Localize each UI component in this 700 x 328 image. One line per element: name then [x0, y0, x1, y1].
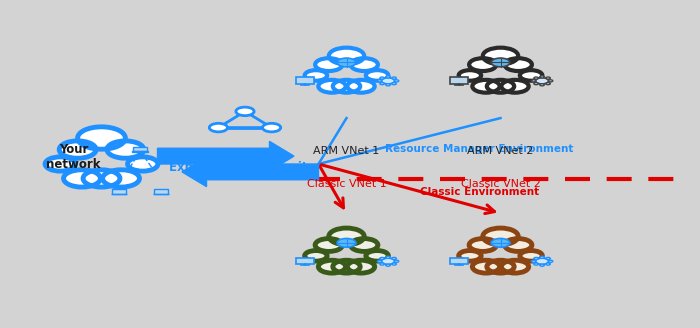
- Circle shape: [491, 58, 510, 67]
- Circle shape: [534, 257, 538, 259]
- Text: Your
network: Your network: [46, 143, 101, 172]
- FancyBboxPatch shape: [295, 77, 314, 84]
- Circle shape: [548, 80, 553, 82]
- Circle shape: [392, 77, 396, 79]
- Text: Resource Manager Environment: Resource Manager Environment: [385, 144, 574, 154]
- Circle shape: [380, 77, 384, 79]
- FancyBboxPatch shape: [112, 189, 126, 194]
- Circle shape: [540, 76, 545, 78]
- Circle shape: [377, 80, 382, 82]
- Circle shape: [392, 257, 396, 259]
- Circle shape: [386, 76, 391, 78]
- Text: Classic VNet 2: Classic VNet 2: [461, 179, 540, 189]
- Circle shape: [534, 77, 538, 79]
- Circle shape: [548, 260, 553, 262]
- Circle shape: [536, 258, 549, 264]
- Circle shape: [236, 107, 254, 116]
- Circle shape: [382, 258, 395, 264]
- FancyBboxPatch shape: [132, 151, 148, 152]
- Circle shape: [534, 263, 538, 265]
- Circle shape: [540, 84, 545, 86]
- FancyBboxPatch shape: [154, 189, 168, 194]
- Circle shape: [209, 123, 228, 132]
- Circle shape: [386, 264, 391, 266]
- Circle shape: [546, 257, 550, 259]
- Circle shape: [546, 77, 550, 79]
- Circle shape: [394, 80, 399, 82]
- Text: ExpressRoute Circuit: ExpressRoute Circuit: [169, 161, 307, 174]
- Circle shape: [540, 264, 545, 266]
- Circle shape: [380, 83, 384, 85]
- Circle shape: [392, 83, 396, 85]
- Circle shape: [531, 80, 536, 82]
- Circle shape: [546, 263, 550, 265]
- FancyArrow shape: [158, 141, 294, 171]
- FancyBboxPatch shape: [133, 147, 147, 151]
- Text: Classic Environment: Classic Environment: [420, 187, 539, 197]
- FancyBboxPatch shape: [449, 77, 468, 84]
- Circle shape: [386, 84, 391, 86]
- Circle shape: [531, 260, 536, 262]
- Circle shape: [392, 263, 396, 265]
- FancyArrow shape: [182, 157, 318, 187]
- Circle shape: [380, 263, 384, 265]
- Circle shape: [377, 260, 382, 262]
- Text: ARM VNet 2: ARM VNet 2: [468, 146, 533, 156]
- Circle shape: [386, 256, 391, 258]
- Circle shape: [536, 78, 549, 84]
- Circle shape: [337, 238, 356, 247]
- Text: Classic VNet 1: Classic VNet 1: [307, 179, 386, 189]
- Text: ARM VNet 1: ARM VNet 1: [314, 146, 379, 156]
- FancyBboxPatch shape: [295, 257, 314, 264]
- Circle shape: [382, 78, 395, 84]
- Circle shape: [491, 238, 510, 247]
- Circle shape: [380, 257, 384, 259]
- Circle shape: [546, 83, 550, 85]
- Circle shape: [534, 83, 538, 85]
- FancyBboxPatch shape: [449, 257, 468, 264]
- Circle shape: [540, 256, 545, 258]
- Circle shape: [394, 260, 399, 262]
- Circle shape: [262, 123, 281, 132]
- Circle shape: [337, 58, 356, 67]
